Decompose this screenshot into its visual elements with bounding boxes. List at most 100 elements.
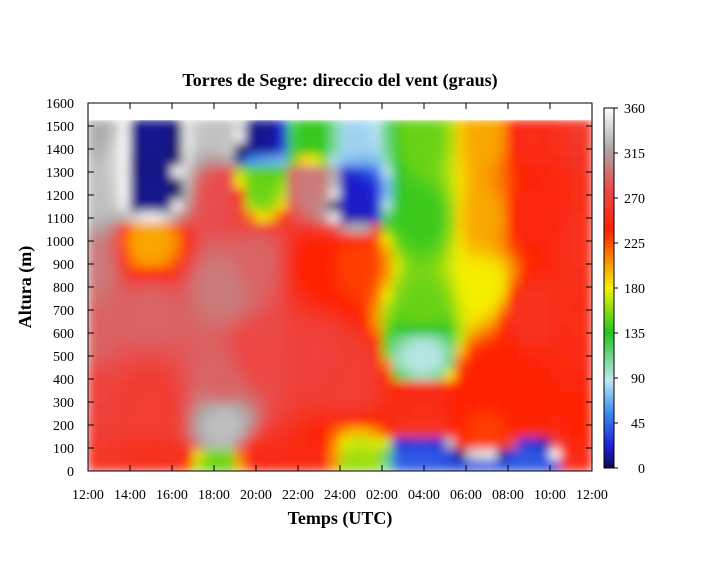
heatmap-cell	[486, 232, 498, 246]
heatmap-cell	[329, 402, 341, 415]
heatmap-cell	[98, 244, 110, 257]
heatmap-cell	[203, 142, 215, 155]
heatmap-cell	[518, 210, 530, 223]
heatmap-cell	[119, 232, 131, 246]
heatmap-cell	[287, 413, 299, 427]
heatmap-cell	[318, 278, 330, 291]
heatmap-cell	[360, 368, 372, 381]
heatmap-cell	[392, 402, 404, 415]
heatmap-cell	[381, 187, 393, 200]
heatmap-cell	[88, 379, 99, 393]
heatmap-cell	[371, 142, 383, 155]
heatmap-cell	[266, 278, 278, 291]
heatmap-cell	[581, 187, 592, 200]
heatmap-cell	[329, 176, 341, 189]
heatmap-cell	[392, 255, 404, 268]
heatmap-cell	[192, 402, 204, 415]
heatmap-cell	[213, 334, 225, 348]
heatmap-cell	[539, 447, 551, 461]
heatmap-cell	[560, 165, 572, 178]
heatmap-cell	[476, 334, 488, 348]
heatmap-cell	[182, 187, 194, 200]
heatmap-cell	[129, 210, 141, 223]
heatmap-cell	[329, 278, 341, 291]
heatmap-cell	[392, 278, 404, 291]
heatmap-cell	[539, 176, 551, 189]
heatmap-cell	[444, 425, 456, 438]
heatmap-cell	[119, 198, 131, 212]
heatmap-cell	[570, 312, 582, 325]
heatmap-cell	[539, 289, 551, 302]
heatmap-cell	[402, 312, 414, 325]
x-axis-title: Temps (UTC)	[288, 508, 393, 529]
heatmap-cell	[224, 436, 236, 449]
heatmap-cell	[287, 402, 299, 415]
heatmap-cell	[224, 131, 236, 144]
heatmap-cell	[150, 266, 162, 280]
heatmap-cell	[455, 244, 467, 257]
heatmap-cell	[350, 425, 362, 438]
heatmap-cell	[150, 300, 162, 314]
heatmap-cell	[549, 334, 561, 348]
heatmap-cell	[266, 323, 278, 336]
heatmap-cell	[297, 232, 309, 246]
heatmap-cell	[245, 266, 257, 280]
heatmap-cell	[528, 402, 540, 415]
heatmap-cell	[276, 210, 288, 223]
heatmap-cell	[161, 255, 173, 268]
x-axis: 12:00 14:00 16:00 18:00 20:00 22:00 24:00 02:00…	[72, 103, 608, 503]
heatmap-cell	[381, 142, 393, 155]
heatmap-cell	[381, 346, 393, 359]
heatmap-cell	[455, 323, 467, 336]
heatmap-cell	[108, 436, 120, 449]
heatmap-cell	[570, 413, 582, 427]
heatmap-cell	[213, 266, 225, 280]
heatmap-cell	[255, 153, 267, 167]
heatmap-cell	[455, 425, 467, 438]
heatmap-cell	[444, 300, 456, 314]
heatmap-cell	[329, 232, 341, 246]
heatmap-cell	[371, 425, 383, 438]
heatmap-cell	[224, 300, 236, 314]
heatmap-cell	[423, 278, 435, 291]
heatmap-cell	[245, 436, 257, 449]
heatmap-cell	[234, 459, 246, 471]
chart-title: Torres de Segre: direccio del vent (grau…	[182, 70, 497, 91]
heatmap-cell	[308, 120, 320, 133]
colorbar-tick-label: 90	[631, 372, 645, 387]
heatmap-cell	[213, 391, 225, 404]
x-tick-label: 12:00	[72, 488, 104, 503]
heatmap-cell	[255, 176, 267, 189]
heatmap-cell	[161, 278, 173, 291]
heatmap-cell	[381, 255, 393, 268]
heatmap-cell	[329, 368, 341, 381]
heatmap-cell	[560, 232, 572, 246]
heatmap-cell	[581, 221, 592, 234]
heatmap-cell	[140, 459, 152, 471]
heatmap-cell	[581, 346, 592, 359]
heatmap-cell	[465, 255, 477, 268]
heatmap-cell	[245, 142, 257, 155]
heatmap-cell	[539, 255, 551, 268]
x-tick-label: 16:00	[156, 488, 188, 503]
heatmap-cell	[308, 436, 320, 449]
heatmap-cell	[339, 334, 351, 348]
heatmap-cell	[560, 413, 572, 427]
heatmap-cell	[308, 210, 320, 223]
heatmap-cell	[108, 425, 120, 438]
heatmap-cell	[119, 447, 131, 461]
heatmap-cell	[549, 221, 561, 234]
heatmap-cell	[224, 312, 236, 325]
heatmap-cell	[245, 425, 257, 438]
heatmap-cell	[339, 221, 351, 234]
heatmap-cell	[266, 176, 278, 189]
heatmap-cell	[88, 278, 99, 291]
heatmap-cell	[549, 289, 561, 302]
heatmap-cell	[455, 266, 467, 280]
heatmap-cell	[581, 402, 592, 415]
heatmap-cell	[581, 334, 592, 348]
heatmap-cell	[486, 221, 498, 234]
heatmap-cell	[318, 300, 330, 314]
heatmap-cell	[528, 379, 540, 393]
